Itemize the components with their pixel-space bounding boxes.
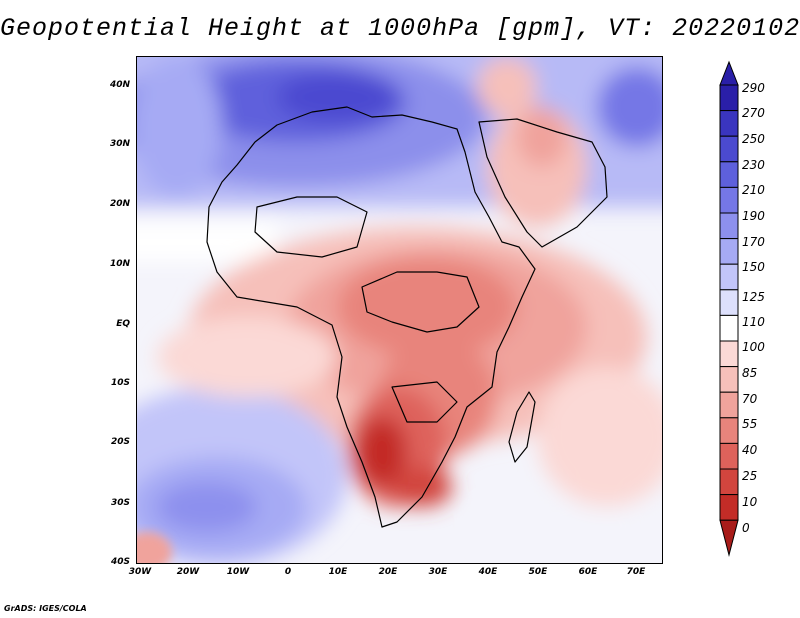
lat-label-30n: 30N xyxy=(109,139,130,149)
colorbar-swatch xyxy=(719,442,739,470)
colorbar-label-85: 85 xyxy=(742,366,758,380)
grads-credit: GrADS: IGES/COLA xyxy=(4,604,87,613)
lat-label-40s: 40S xyxy=(110,557,130,567)
colorbar-swatch xyxy=(719,161,739,188)
colorbar-label-210: 210 xyxy=(742,183,765,197)
colorbar-swatch xyxy=(719,135,739,163)
colorbar-swatch xyxy=(719,494,739,521)
map-title: Geopotential Height at 1000hPa [gpm], VT… xyxy=(0,14,800,43)
colorbar-swatch xyxy=(719,263,739,291)
lon-label-0: 0 xyxy=(284,567,292,577)
lat-label-20s: 20S xyxy=(110,437,130,447)
geopotential-height-field xyxy=(137,57,662,563)
lon-label-20w: 20W xyxy=(176,567,200,577)
colorbar-label-290: 290 xyxy=(742,81,765,95)
lat-label-30s: 30S xyxy=(110,498,130,508)
colorbar-top-arrow xyxy=(719,60,739,86)
lon-label-30e: 30E xyxy=(428,567,448,577)
lon-label-40e: 40E xyxy=(478,567,498,577)
colorbar-label-270: 270 xyxy=(742,106,765,120)
lon-label-70e: 70E xyxy=(626,567,646,577)
lon-label-30w: 30W xyxy=(128,567,152,577)
colorbar-label-190: 190 xyxy=(742,209,765,223)
colorbar-label-100: 100 xyxy=(742,340,765,354)
coastline-outline xyxy=(206,106,608,528)
colorbar-label-70: 70 xyxy=(742,392,758,406)
colorbar-label-55: 55 xyxy=(742,417,758,431)
colorbar-swatch xyxy=(719,84,739,112)
colorbar-swatch xyxy=(719,340,739,368)
colorbar-swatch xyxy=(719,289,739,316)
colorbar-swatch xyxy=(719,391,739,419)
colorbar-label-150: 150 xyxy=(742,260,765,274)
colorbar-label-0: 0 xyxy=(742,521,750,535)
lon-label-10e: 10E xyxy=(328,567,348,577)
colorbar-swatch xyxy=(719,110,739,137)
colorbar-swatch xyxy=(719,186,739,214)
colorbar-label-110: 110 xyxy=(742,315,765,329)
map-panel[interactable] xyxy=(136,56,663,564)
lat-label-10n: 10N xyxy=(109,259,130,269)
colorbar xyxy=(719,60,739,557)
lat-label-10s: 10S xyxy=(110,378,130,388)
lat-label-eq: EQ xyxy=(116,319,130,329)
lon-label-10w: 10W xyxy=(226,567,250,577)
colorbar-swatch xyxy=(719,417,739,444)
colorbar-swatch xyxy=(719,314,739,342)
colorbar-label-25: 25 xyxy=(742,469,758,483)
colorbar-swatch xyxy=(719,238,739,265)
lon-label-20e: 20E xyxy=(378,567,398,577)
colorbar-swatch xyxy=(719,212,739,240)
colorbar-label-250: 250 xyxy=(742,132,765,146)
colorbar-label-125: 125 xyxy=(742,290,765,304)
lat-label-20n: 20N xyxy=(109,199,130,209)
colorbar-swatch xyxy=(719,366,739,393)
lat-label-40n: 40N xyxy=(109,80,130,90)
colorbar-label-230: 230 xyxy=(742,158,765,172)
colorbar-swatch xyxy=(719,468,739,496)
lon-label-60e: 60E xyxy=(578,567,598,577)
colorbar-swatches xyxy=(719,84,739,521)
colorbar-label-170: 170 xyxy=(742,235,765,249)
colorbar-label-10: 10 xyxy=(742,495,758,509)
colorbar-bottom-arrow xyxy=(719,519,739,557)
lon-label-50e: 50E xyxy=(528,567,548,577)
colorbar-label-40: 40 xyxy=(742,443,758,457)
